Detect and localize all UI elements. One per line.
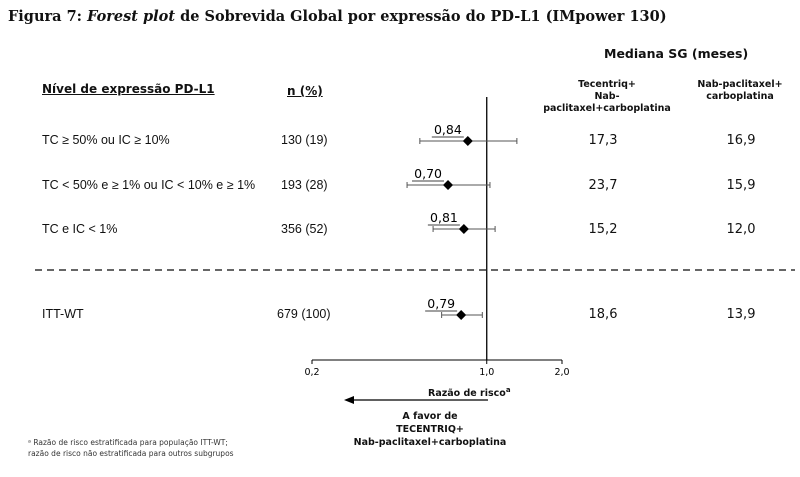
row-median-control: 15,9 — [726, 178, 756, 193]
hr-label: 0,79 — [427, 296, 455, 311]
row-median-control: 13,9 — [726, 307, 756, 322]
hr-marker — [456, 310, 467, 320]
row-median-tecentriq: 15,2 — [588, 222, 618, 237]
footnote-line2: razão de risco não estratificada para ou… — [28, 449, 234, 458]
row-n: 356 (52) — [281, 222, 328, 236]
favor-arrow-head — [344, 396, 354, 404]
title-italic: Forest plot — [87, 8, 176, 25]
row-label: TC < 50% e ≥ 1% ou IC < 10% e ≥ 1% — [42, 178, 256, 192]
median-header: Mediana SG (meses) — [604, 46, 749, 61]
x-axis-label-sup: a — [505, 386, 511, 394]
favor-label: A favor de TECENTRIQ+ Nab-paclitaxel+car… — [330, 410, 530, 449]
x-tick-label: 2,0 — [554, 367, 569, 378]
column-header-control: Nab-paclitaxel+ carboplatina — [690, 79, 790, 103]
footnote: ᵃ Razão de risco estratificada para popu… — [28, 437, 234, 459]
row-n: 679 (100) — [277, 307, 331, 321]
hr-marker — [443, 180, 454, 190]
row-median-tecentriq: 23,7 — [588, 178, 618, 193]
favor-line1: A favor de — [402, 411, 458, 422]
forest-marks: 0,84 0,70 0,81 0,79 — [406, 122, 518, 320]
column-header-control-line1: Nab-paclitaxel+ — [697, 79, 783, 90]
figure-title: Figura 7: Forest plot de Sobrevida Globa… — [8, 8, 667, 25]
row-label: TC e IC < 1% — [42, 222, 118, 236]
row-label: TC ≥ 50% ou IC ≥ 10% — [42, 133, 170, 147]
title-prefix: Figura 7: — [8, 8, 88, 25]
favor-line2: TECENTRIQ+ — [396, 424, 464, 435]
x-axis-ticks: 0,2 1,0 2,0 — [304, 360, 570, 378]
row-median-tecentriq: 18,6 — [588, 307, 618, 322]
column-header-tecentriq-line1: Tecentriq+ — [578, 79, 636, 90]
x-axis-label-text: Razão de risco — [428, 388, 506, 400]
favor-line3: Nab-paclitaxel+carboplatina — [353, 437, 507, 448]
hr-label: 0,81 — [430, 210, 458, 225]
row-n: 193 (28) — [281, 178, 328, 192]
n-header: n (%) — [287, 84, 323, 98]
row-median-tecentriq: 17,3 — [588, 133, 618, 148]
column-header-tecentriq: Tecentriq+ Nab-paclitaxel+carboplatina — [532, 79, 682, 115]
hr-label: 0,84 — [434, 122, 462, 137]
x-tick-label: 0,2 — [304, 367, 319, 378]
row-n: 130 (19) — [281, 133, 328, 147]
column-header-tecentriq-line2: Nab-paclitaxel+carboplatina — [543, 91, 671, 114]
title-rest: de Sobrevida Global por expressão do PD-… — [175, 8, 667, 25]
row-label: ITT-WT — [42, 307, 84, 321]
level-header: Nível de expressão PD-L1 — [42, 82, 215, 96]
footnote-line1: ᵃ Razão de risco estratificada para popu… — [28, 438, 228, 447]
row-median-control: 12,0 — [726, 222, 756, 237]
column-header-control-line2: carboplatina — [706, 91, 774, 102]
hr-label: 0,70 — [414, 166, 442, 181]
row-median-control: 16,9 — [726, 133, 756, 148]
x-axis-label: Razão de riscoa — [428, 386, 511, 399]
x-tick-label: 1,0 — [479, 367, 494, 378]
hr-marker — [458, 224, 469, 234]
hr-marker — [462, 136, 473, 146]
